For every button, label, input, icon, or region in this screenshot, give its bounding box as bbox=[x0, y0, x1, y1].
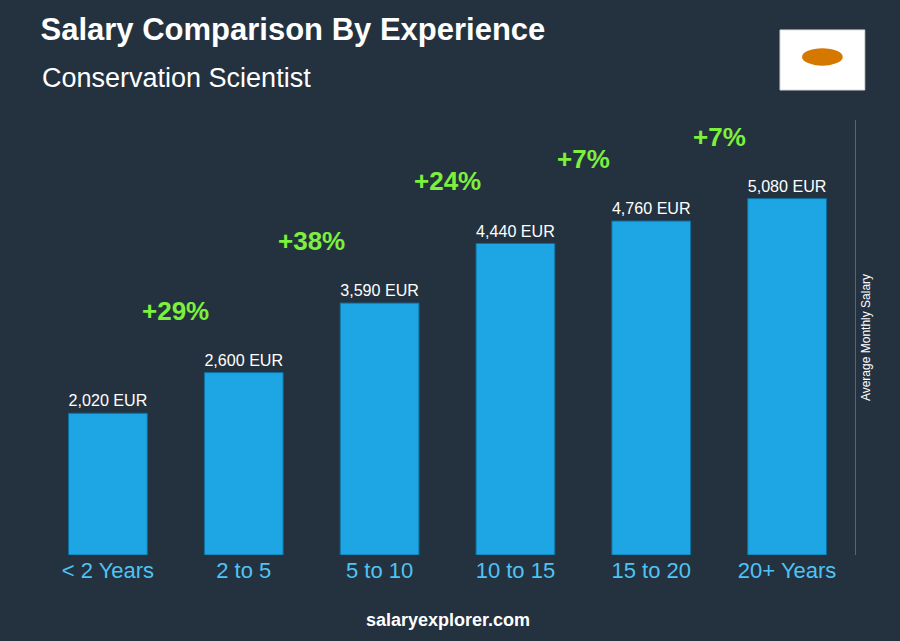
svg-text:+38%: +38% bbox=[278, 226, 345, 256]
svg-text:15 to 20: 15 to 20 bbox=[611, 558, 691, 583]
svg-text:+7%: +7% bbox=[693, 122, 746, 152]
svg-text:4,440 EUR: 4,440 EUR bbox=[476, 222, 555, 240]
svg-text:< 2 Years: < 2 Years bbox=[62, 558, 154, 583]
svg-text:salaryexplorer.com: salaryexplorer.com bbox=[366, 610, 530, 630]
svg-text:4,760 EUR: 4,760 EUR bbox=[612, 199, 691, 217]
svg-text:+29%: +29% bbox=[142, 296, 209, 326]
svg-text:2 to 5: 2 to 5 bbox=[216, 558, 271, 583]
svg-text:+7%: +7% bbox=[557, 144, 610, 174]
svg-text:5,080 EUR: 5,080 EUR bbox=[748, 177, 827, 195]
svg-text:Average Monthly Salary: Average Monthly Salary bbox=[859, 274, 873, 401]
svg-text:5 to 10: 5 to 10 bbox=[346, 558, 413, 583]
svg-text:2,600 EUR: 2,600 EUR bbox=[204, 351, 283, 369]
svg-text:+24%: +24% bbox=[414, 166, 481, 196]
svg-text:2,020 EUR: 2,020 EUR bbox=[69, 391, 148, 409]
svg-text:20+ Years: 20+ Years bbox=[738, 558, 836, 583]
svg-text:Conservation Scientist: Conservation Scientist bbox=[42, 63, 311, 93]
svg-text:10 to 15: 10 to 15 bbox=[476, 558, 556, 583]
svg-text:3,590 EUR: 3,590 EUR bbox=[340, 281, 419, 299]
svg-text:Salary Comparison By Experienc: Salary Comparison By Experience bbox=[41, 12, 546, 47]
